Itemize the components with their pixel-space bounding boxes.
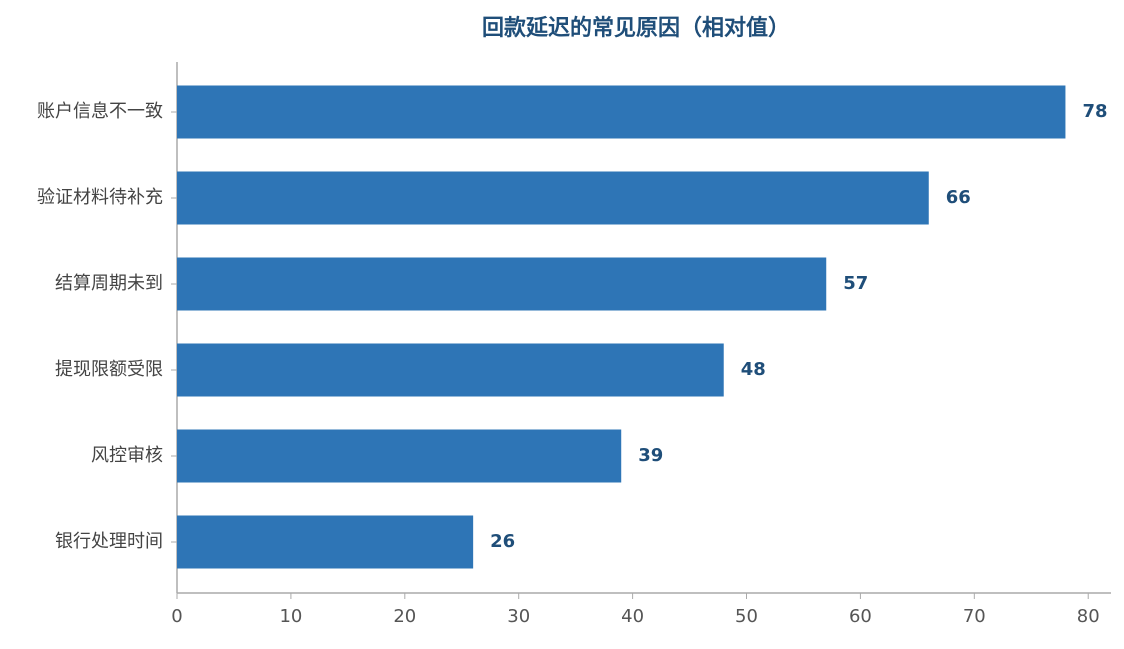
bar [177, 343, 724, 397]
value-label: 48 [741, 359, 766, 380]
bar [177, 515, 474, 569]
x-tick-label: 60 [849, 606, 872, 627]
bar [177, 257, 827, 311]
value-label: 78 [1082, 101, 1107, 122]
x-tick-label: 20 [393, 606, 416, 627]
x-tick-label: 50 [735, 606, 758, 627]
value-label: 26 [490, 531, 515, 552]
y-tick-label: 验证材料待补充 [37, 187, 163, 208]
value-label: 66 [946, 187, 971, 208]
x-tick-label: 70 [963, 606, 986, 627]
bar [177, 171, 929, 225]
x-tick-label: 30 [507, 606, 530, 627]
value-label: 39 [638, 445, 663, 466]
y-tick-label: 风控审核 [91, 445, 163, 466]
bar [177, 429, 622, 483]
y-tick-label: 账户信息不一致 [37, 101, 163, 122]
x-tick-label: 80 [1077, 606, 1100, 627]
y-tick-label: 银行处理时间 [55, 531, 163, 552]
value-label: 57 [843, 273, 868, 294]
x-tick-label: 10 [279, 606, 302, 627]
chart-title: 回款延迟的常见原因（相对值） [482, 15, 790, 41]
y-tick-label: 提现限额受限 [55, 359, 163, 380]
y-tick-label: 结算周期未到 [55, 273, 163, 294]
x-tick-label: 0 [171, 606, 182, 627]
x-tick-label: 40 [621, 606, 644, 627]
bar [177, 85, 1066, 139]
